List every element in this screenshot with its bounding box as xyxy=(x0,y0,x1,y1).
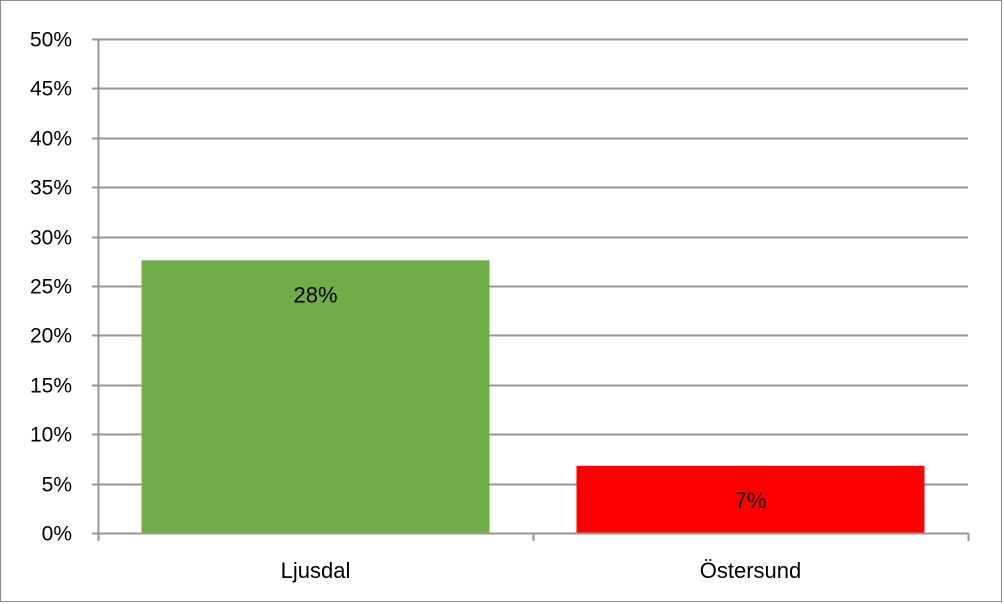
y-tick-label: 15% xyxy=(30,375,72,398)
y-tick-label: 0% xyxy=(42,523,72,546)
y-tick-label: 25% xyxy=(30,276,72,299)
x-tick-label: Östersund xyxy=(700,558,802,583)
data-label: 7% xyxy=(735,488,767,513)
bars xyxy=(141,260,925,533)
y-tick-label: 30% xyxy=(30,227,72,250)
axes xyxy=(92,38,970,541)
y-tick-label: 40% xyxy=(30,128,72,151)
y-tick-label: 50% xyxy=(30,29,72,52)
y-tick-label: 35% xyxy=(30,177,72,200)
bar-2 xyxy=(576,465,925,533)
y-tick-label: 45% xyxy=(30,78,72,101)
y-tick-label: 10% xyxy=(30,424,72,447)
data-label: 28% xyxy=(293,282,337,307)
y-tick-label: 20% xyxy=(30,325,72,348)
x-tick-label: Ljusdal xyxy=(281,558,351,583)
labels: 0% 5% 10% 15% 20% 25% 30% 35% 40% 45% 50% 28% Ljusda… xyxy=(30,29,801,584)
y-tick-label: 5% xyxy=(42,474,72,497)
bar-1 xyxy=(141,260,490,533)
